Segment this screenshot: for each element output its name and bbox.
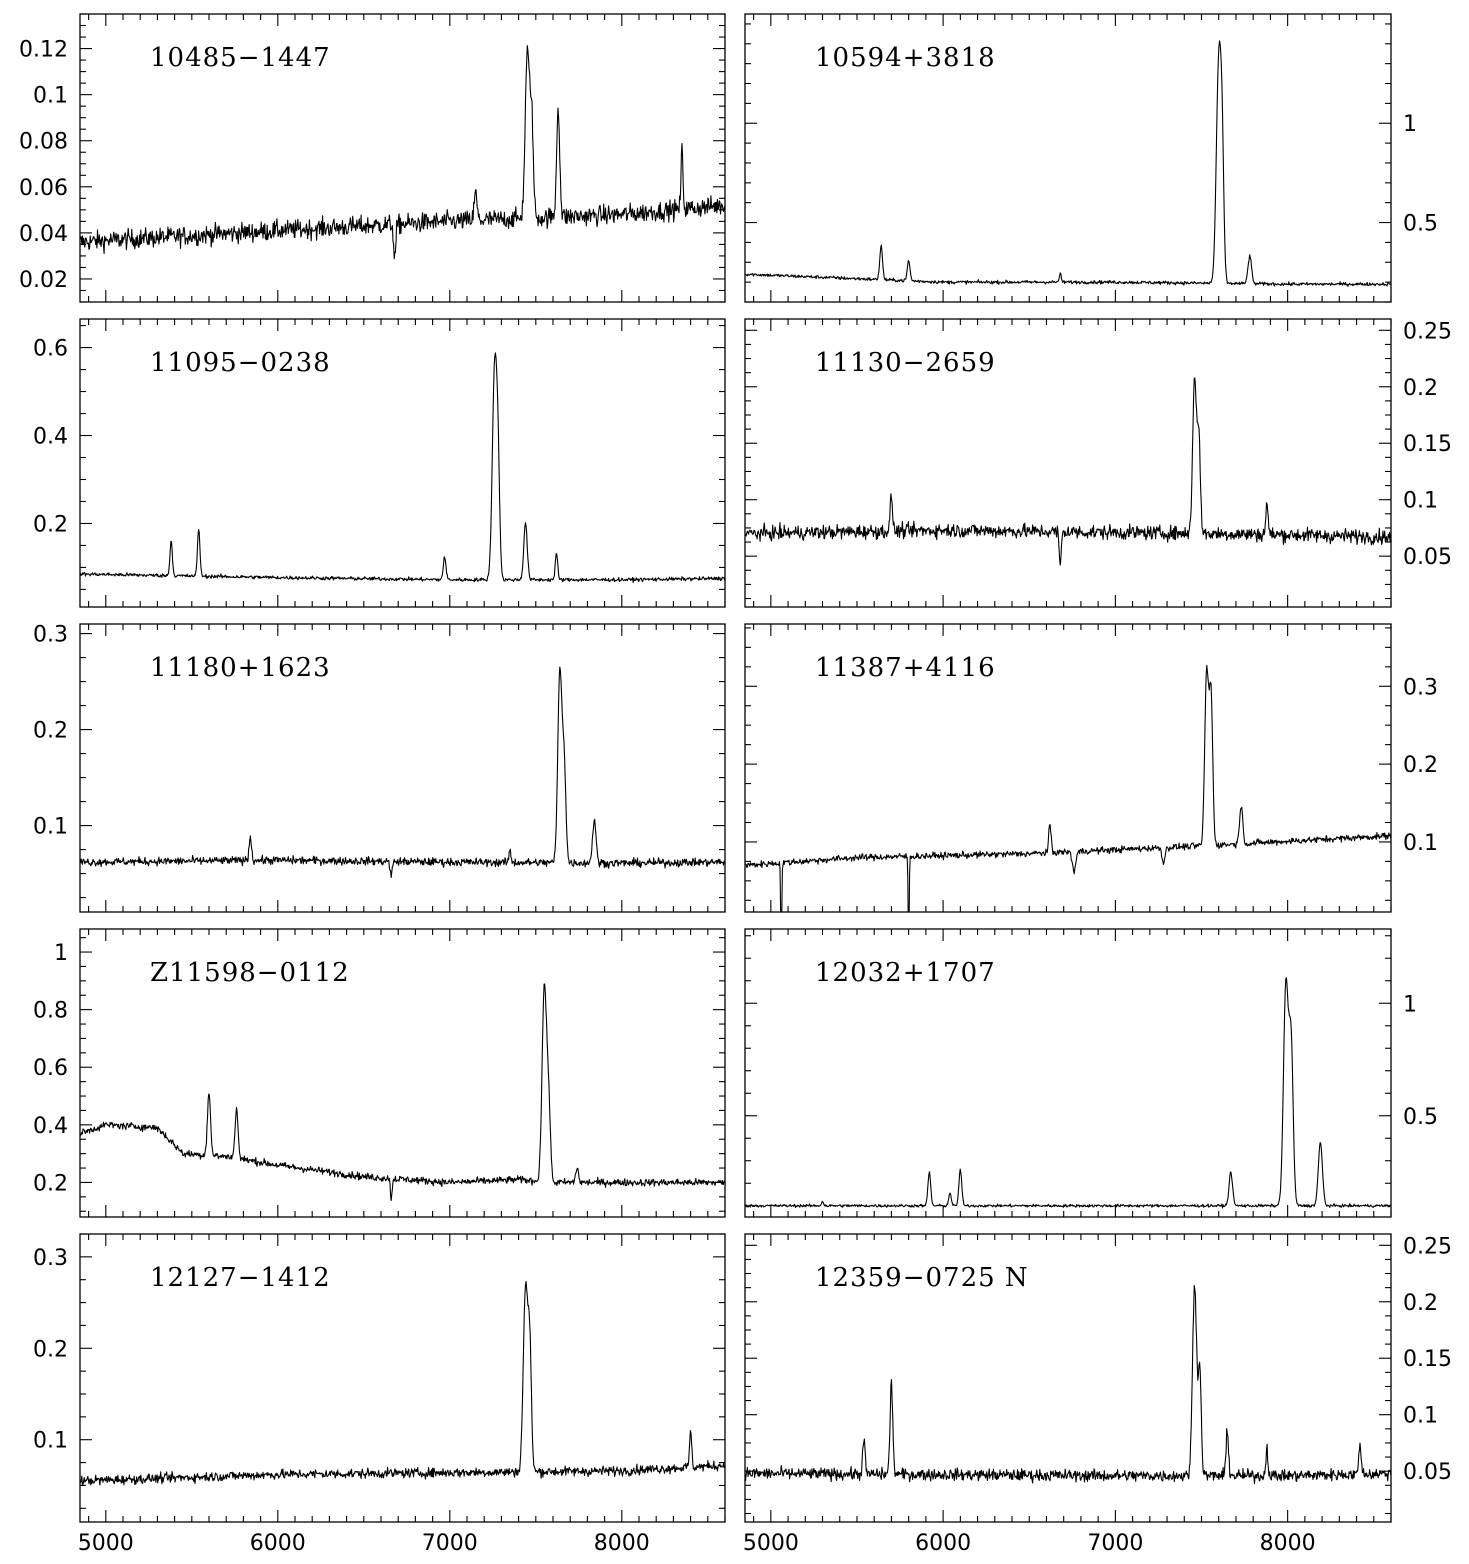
panel-8: 0.5 1 12032+1707	[744, 928, 1438, 1218]
panel-5: 0.1 0.2 0.3 11180+1623	[33, 623, 726, 913]
y-tick-label: 0.3	[1403, 675, 1438, 700]
y-tick-label: 0.5	[1403, 1105, 1438, 1130]
object-name: 12127−1412	[150, 1263, 331, 1293]
x-tick-label: 7000	[422, 1531, 478, 1556]
y-tick-label: 0.25	[1403, 1234, 1452, 1259]
y-tick-label: 0.2	[33, 1171, 68, 1196]
panel-frame	[79, 623, 726, 913]
panel-frame	[744, 1233, 1392, 1523]
y-tick-label: 0.2	[1403, 1291, 1438, 1316]
y-tick-label: 0.25	[1403, 319, 1452, 344]
y-tick-label: 0.1	[33, 84, 68, 109]
object-name: 11130−2659	[815, 348, 996, 378]
y-tick-label: 0.2	[33, 719, 68, 744]
x-tick-label: 5000	[78, 1531, 134, 1556]
spectrum-line	[80, 983, 725, 1202]
y-tick-label: 0.5	[1403, 212, 1438, 237]
y-tick-label: 0.3	[33, 623, 68, 648]
y-tick-label: 0.12	[19, 38, 68, 63]
object-name: 10485−1447	[150, 43, 331, 73]
y-tick-label: 1	[54, 941, 68, 966]
panel-frame	[79, 928, 726, 1218]
panel-frame	[79, 318, 726, 608]
y-tick-label: 0.04	[19, 222, 68, 247]
panel-10: 0.05 0.1 0.15 0.2 0.25 12359−0725 N 5000 6000 70…	[743, 1233, 1452, 1556]
panel-7: 0.2 0.4 0.6 0.8 1 Z11598−0112	[33, 928, 726, 1218]
y-tick-label: 0.1	[33, 1429, 68, 1454]
y-tick-label: 0.8	[33, 999, 68, 1024]
x-tick-label: 7000	[1087, 1531, 1143, 1556]
spectrum-line	[745, 377, 1391, 566]
y-tick-label: 0.1	[33, 815, 68, 840]
spectrum-line	[80, 1280, 725, 1486]
y-tick-label: 0.4	[33, 1114, 68, 1139]
y-tick-label: 1	[1403, 112, 1417, 137]
x-tick-label: 6000	[915, 1531, 971, 1556]
x-tick-label: 8000	[594, 1531, 650, 1556]
y-tick-label: 0.1	[1403, 831, 1438, 856]
object-name: 11095−0238	[150, 348, 331, 378]
panel-frame	[79, 13, 726, 303]
y-tick-label: 0.3	[33, 1246, 68, 1271]
y-tick-label: 0.1	[1403, 489, 1438, 514]
panel-2: 0.5 1 10594+3818	[744, 13, 1438, 303]
y-tick-label: 0.05	[1403, 545, 1452, 570]
panel-1: 0.02 0.04 0.06 0.08 0.1 0.12 10485−1447	[19, 13, 726, 303]
spectrum-line	[80, 45, 725, 260]
y-tick-label: 0.2	[33, 512, 68, 537]
x-tick-label: 5000	[743, 1531, 799, 1556]
y-tick-label: 0.2	[1403, 376, 1438, 401]
y-tick-label: 0.08	[19, 130, 68, 155]
y-tick-label: 0.06	[19, 176, 68, 201]
spectrum-line	[745, 977, 1391, 1209]
panel-6: 0.1 0.2 0.3 11387+4116	[744, 623, 1438, 913]
panel-frame	[79, 1233, 726, 1523]
object-name: Z11598−0112	[150, 958, 350, 988]
spectrum-line	[745, 40, 1391, 287]
y-tick-label: 0.15	[1403, 1347, 1452, 1372]
object-name: 11387+4116	[815, 653, 996, 683]
x-tick-label: 8000	[1260, 1531, 1316, 1556]
y-tick-label: 0.1	[1403, 1404, 1438, 1429]
spectrum-line	[745, 1284, 1391, 1485]
y-tick-label: 1	[1403, 992, 1417, 1017]
object-name: 11180+1623	[150, 653, 331, 683]
panel-frame	[744, 13, 1392, 303]
panel-4: 0.05 0.1 0.15 0.2 0.25 11130−2659	[744, 318, 1452, 608]
spectrum-line	[80, 352, 725, 583]
y-tick-label: 0.6	[33, 337, 68, 362]
spectrum-line	[80, 666, 725, 878]
spectrum-line	[745, 664, 1391, 912]
panel-frame	[744, 928, 1392, 1218]
y-tick-label: 0.05	[1403, 1460, 1452, 1485]
y-tick-label: 0.2	[1403, 753, 1438, 778]
y-tick-label: 0.6	[33, 1056, 68, 1081]
panel-3: 0.2 0.4 0.6 11095−0238	[33, 318, 726, 608]
y-tick-label: 0.15	[1403, 432, 1452, 457]
y-tick-label: 0.4	[33, 425, 68, 450]
y-tick-label: 0.02	[19, 268, 68, 293]
panel-frame	[744, 623, 1392, 913]
y-tick-label: 0.2	[33, 1337, 68, 1362]
x-tick-label: 6000	[250, 1531, 306, 1556]
object-name: 12359−0725 N	[815, 1263, 1029, 1293]
panel-frame	[744, 318, 1392, 608]
object-name: 12032+1707	[815, 958, 996, 988]
object-name: 10594+3818	[815, 43, 996, 73]
panel-9: 0.1 0.2 0.3 12127−1412 5000 6000 7000 8000	[33, 1233, 726, 1556]
